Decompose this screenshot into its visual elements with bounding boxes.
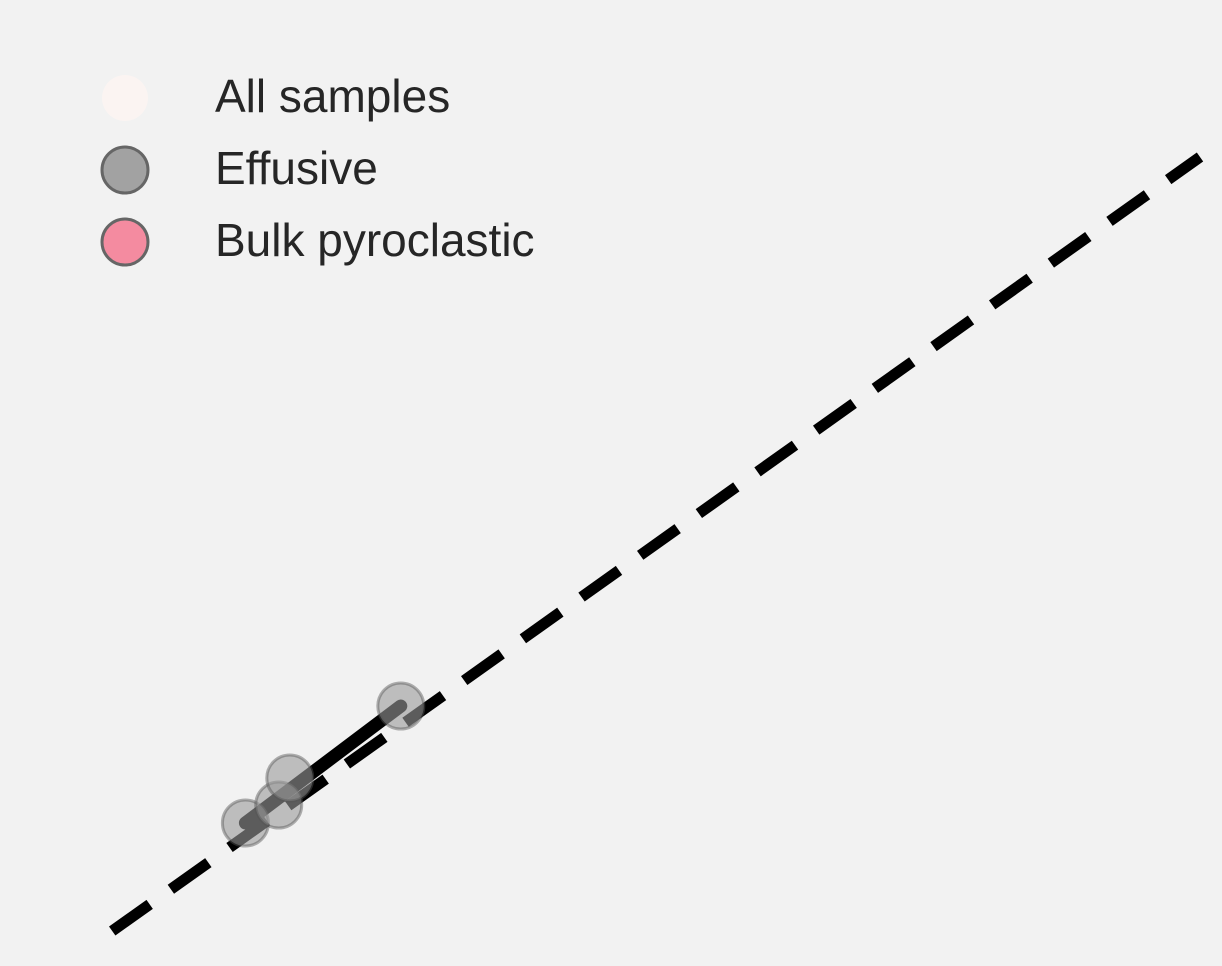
data-point <box>376 681 426 731</box>
legend-label: Bulk pyroclastic <box>215 214 535 266</box>
data-point <box>265 753 315 803</box>
legend-label: Effusive <box>215 142 378 194</box>
legend-label: All samples <box>215 70 450 122</box>
data-points <box>220 681 426 848</box>
legend-marker <box>100 217 150 267</box>
legend-marker <box>100 145 150 195</box>
legend-marker <box>102 75 148 121</box>
legend: All samples Effusive Bulk pyroclastic <box>100 70 535 267</box>
